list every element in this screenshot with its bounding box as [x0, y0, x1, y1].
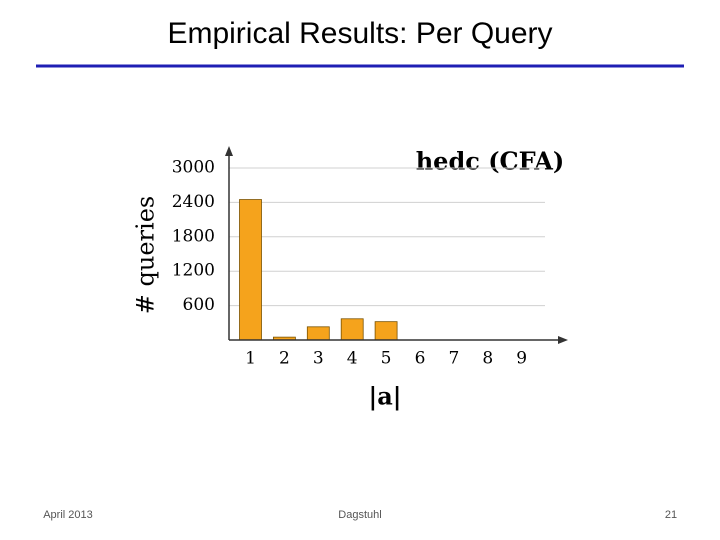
- x-axis-arrow: [558, 336, 568, 344]
- y-axis-arrow: [225, 146, 233, 156]
- y-tick-label: 1800: [172, 226, 215, 246]
- x-tick-label: 4: [347, 349, 358, 369]
- y-axis-label: # queries: [132, 196, 160, 314]
- x-tick-label: 8: [482, 349, 493, 369]
- bar: [374, 321, 398, 341]
- y-tick-label: 1200: [172, 261, 215, 281]
- x-tick-label: 6: [415, 349, 426, 369]
- x-tick-label: 9: [516, 349, 527, 369]
- footer-date: April 2013: [43, 509, 93, 521]
- x-tick-label: 1: [245, 349, 256, 369]
- x-tick-label: 2: [279, 349, 290, 369]
- chart-title: hedc (CFA): [416, 147, 565, 176]
- x-tick-label: 3: [313, 349, 324, 369]
- plot: 600 1200 1800 2400 3000 1 2 3 4 5 6 7 8 9: [172, 158, 545, 369]
- footer-page: 21: [665, 509, 677, 521]
- bar: [340, 318, 364, 341]
- y-tick-label: 3000: [172, 158, 215, 178]
- slide-title: Empirical Results: Per Query: [167, 17, 552, 50]
- x-axis-label: |a|: [368, 382, 401, 411]
- bar: [306, 326, 330, 341]
- footer-venue: Dagstuhl: [338, 509, 381, 521]
- y-tick-label: 2400: [172, 192, 215, 212]
- x-tick-label: 7: [448, 349, 459, 369]
- bar: [239, 199, 262, 341]
- x-tick-label: 5: [381, 349, 392, 369]
- y-tick-label: 600: [183, 295, 215, 315]
